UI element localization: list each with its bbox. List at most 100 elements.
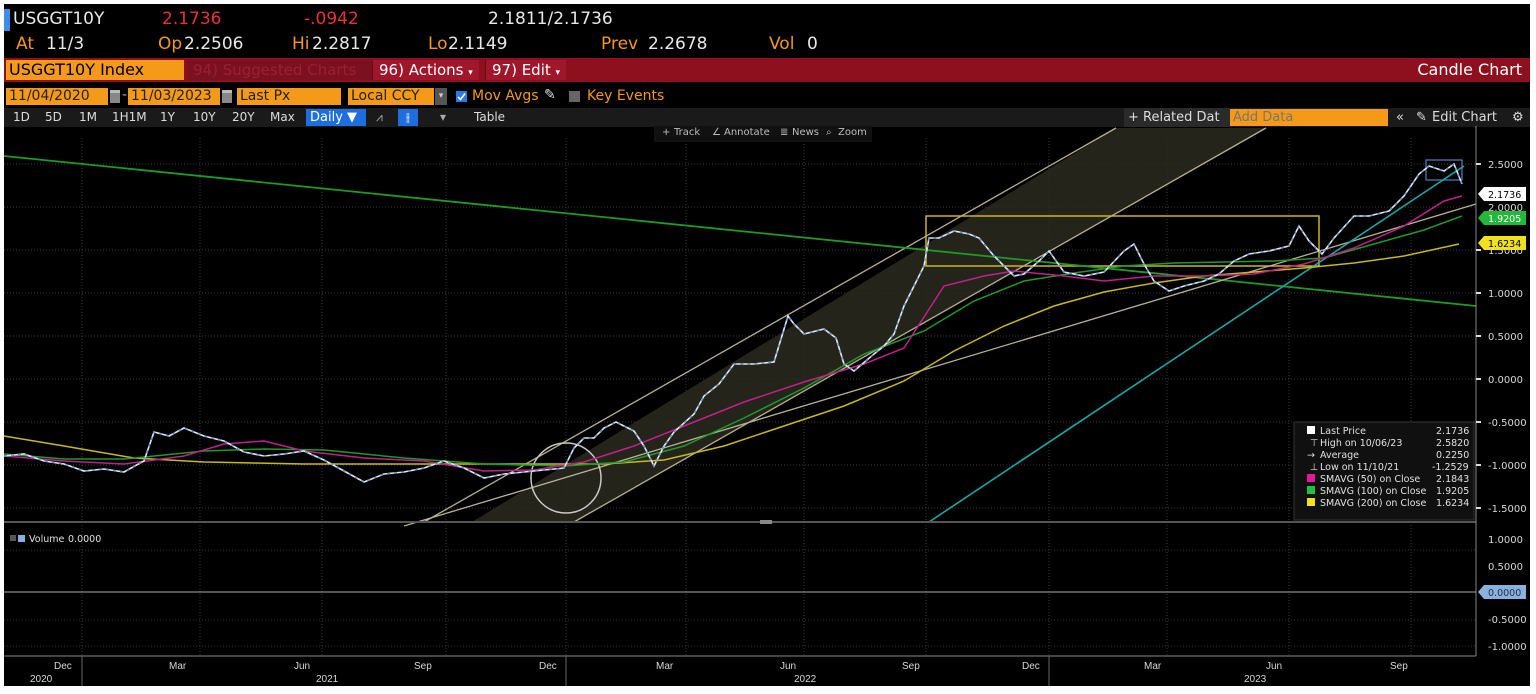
key-events-label[interactable]: Key Events: [587, 88, 665, 104]
svg-text:2021: 2021: [316, 674, 339, 685]
triangle-down-icon: ▼: [347, 110, 358, 125]
currency-select[interactable]: Local CCY: [348, 88, 434, 105]
high-label: Hi: [292, 34, 310, 54]
svg-text:1.6234: 1.6234: [1488, 239, 1521, 250]
currency-dropdown-icon[interactable]: ▾: [435, 88, 447, 105]
calendar-icon[interactable]: [222, 90, 232, 103]
at-label: At: [16, 34, 34, 54]
svg-text:-0.5000: -0.5000: [1488, 615, 1527, 626]
svg-text:2.1736: 2.1736: [1488, 190, 1521, 201]
chart-legend: Last Price 2.1736 ⊤ High on 10/06/23 2.5…: [1293, 421, 1475, 521]
svg-text:1.0000: 1.0000: [1488, 289, 1523, 300]
track-button[interactable]: Track: [674, 127, 701, 138]
period-5d[interactable]: 5D: [45, 110, 62, 124]
rising-channel: [472, 128, 1266, 522]
actions-label: 96) Actions: [379, 61, 464, 79]
table-button[interactable]: Table: [474, 110, 506, 124]
news-icon: ≣: [780, 127, 789, 138]
field-select[interactable]: Last Px: [237, 88, 341, 105]
sma100-line: [4, 215, 1463, 467]
add-data-input[interactable]: [1230, 109, 1388, 126]
low-label: Lo: [428, 34, 448, 54]
edit-chart-button[interactable]: Edit Chart: [1432, 110, 1498, 125]
svg-text:2022: 2022: [794, 674, 817, 685]
pencil-icon[interactable]: ✎: [544, 87, 556, 103]
frequency-select[interactable]: Daily ▼: [306, 109, 366, 126]
chart-style-dropdown-icon[interactable]: ▾: [440, 110, 447, 124]
last-price: 2.1736: [162, 9, 222, 29]
net-change: -.0942: [304, 9, 359, 29]
actions-menu[interactable]: 96) Actions ▾: [372, 60, 479, 80]
edit-menu[interactable]: 97) Edit ▾: [485, 60, 567, 80]
svg-text:Mar: Mar: [656, 661, 674, 672]
period-10y[interactable]: 10Y: [193, 110, 216, 124]
breakout-circle: [530, 442, 602, 514]
svg-text:-1.0000: -1.0000: [1488, 642, 1527, 653]
chart-tools: + Track ∠ Annotate ≣ News ⌕ Zoom: [654, 126, 872, 142]
open-value: 2.2506: [184, 34, 244, 54]
bid-ask: 2.1811/2.1736: [488, 9, 613, 29]
svg-text:Dec: Dec: [1022, 661, 1040, 672]
svg-text:Average: Average: [1320, 450, 1359, 461]
svg-text:1.0000: 1.0000: [1488, 535, 1523, 546]
svg-text:Sep: Sep: [1390, 661, 1408, 672]
period-1y[interactable]: 1Y: [160, 110, 175, 124]
line-chart-icon[interactable]: ⩘: [376, 110, 383, 124]
svg-text:2020: 2020: [30, 674, 53, 685]
vol-value: 0: [807, 34, 818, 54]
svg-text:1.5000: 1.5000: [1488, 246, 1523, 257]
pencil-icon[interactable]: ✎: [1416, 110, 1427, 125]
svg-text:Jun: Jun: [294, 661, 310, 672]
period-max[interactable]: Max: [270, 110, 295, 124]
chart-type-label: Candle Chart: [1417, 60, 1522, 79]
end-date-input[interactable]: 11/03/2023: [128, 88, 220, 105]
sma200-line: [4, 243, 1460, 465]
period-20y[interactable]: 20Y: [232, 110, 255, 124]
suggested-charts-button[interactable]: 94) Suggested Charts: [187, 60, 372, 80]
svg-text:0.2250: 0.2250: [1436, 450, 1469, 461]
svg-text:⊤: ⊤: [1310, 438, 1318, 449]
period-1m[interactable]: 1M: [79, 110, 97, 124]
annotate-icon: ∠: [712, 127, 721, 138]
date-controls: 11/04/2020 - 11/03/2023 Last Px Local CC…: [4, 87, 1530, 107]
news-button[interactable]: News: [792, 127, 820, 138]
title-bar: USGGT10Y Index 94) Suggested Charts 96) …: [4, 58, 1530, 82]
zoom-button[interactable]: Zoom: [838, 127, 867, 138]
svg-text:Sep: Sep: [902, 661, 920, 672]
period-1h1m[interactable]: 1H1M: [112, 110, 147, 124]
svg-text:Dec: Dec: [54, 661, 72, 672]
svg-text:1.9205: 1.9205: [1488, 214, 1521, 225]
edit-label: 97) Edit: [492, 61, 551, 79]
open-label: Op: [158, 34, 183, 54]
svg-text:0.5000: 0.5000: [1488, 332, 1523, 343]
x-axis: Dec 2020 Mar Jun 2021 Sep Dec Mar Jun 20…: [30, 656, 1408, 686]
at-value: 11/3: [46, 34, 85, 54]
security-field[interactable]: USGGT10Y Index: [6, 60, 184, 80]
sma100-tag: 1.9205: [1478, 211, 1526, 225]
prev-value: 2.2678: [648, 34, 708, 54]
svg-text:2023: 2023: [1244, 674, 1267, 685]
gear-icon[interactable]: ⚙: [1512, 110, 1524, 125]
svg-text:High on 10/06/23: High on 10/06/23: [1320, 438, 1402, 449]
mov-avgs-checkbox[interactable]: [456, 91, 467, 102]
crosshair-icon: +: [662, 127, 671, 138]
calendar-icon[interactable]: [110, 90, 120, 103]
candle-chart-icon[interactable]: ⫲: [398, 109, 418, 126]
period-1d[interactable]: 1D: [13, 110, 30, 124]
green-trendline: [4, 155, 1477, 307]
cyan-trendline: [928, 165, 1465, 523]
svg-text:0.0000: 0.0000: [1488, 588, 1521, 599]
period-toolbar: 1D 5D 1M 1H1M 1Y 10Y 20Y Max Daily ▼ ⩘ ⫲…: [4, 108, 1530, 127]
last-price-tag: 2.1736: [1478, 187, 1526, 201]
annotate-button[interactable]: Annotate: [724, 127, 770, 138]
svg-text:SMAVG (50) on Close: SMAVG (50) on Close: [1320, 474, 1420, 485]
related-data-button[interactable]: + Related Dat: [1124, 108, 1230, 127]
svg-text:1.6234: 1.6234: [1436, 498, 1469, 509]
zoom-icon: ⌕: [826, 127, 832, 138]
mov-avgs-label[interactable]: Mov Avgs: [472, 88, 539, 104]
svg-text:SMAVG (100) on Close: SMAVG (100) on Close: [1320, 486, 1426, 497]
start-date-input[interactable]: 11/04/2020: [6, 88, 108, 105]
price-chart[interactable]: 2.5000 1.5000 1.0000 0.5000 0.0000 -0.50…: [4, 126, 1530, 686]
collapse-icon[interactable]: «: [1396, 110, 1404, 125]
key-events-checkbox[interactable]: [569, 91, 580, 102]
